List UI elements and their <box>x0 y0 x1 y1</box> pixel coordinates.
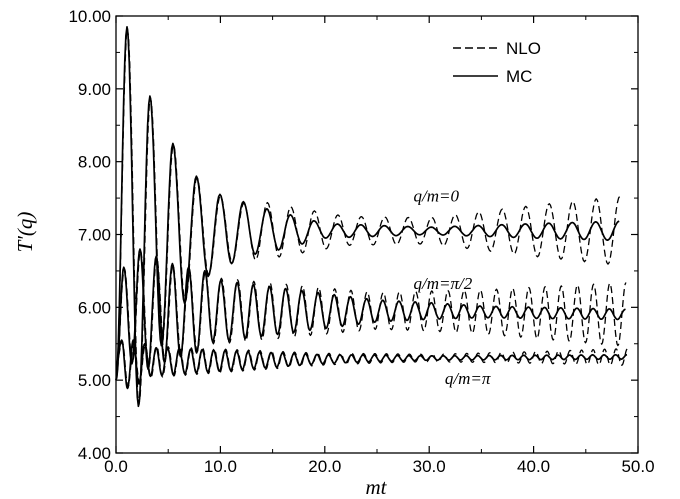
tick-layer: 0.0 10.0 20.0 30.0 40.0 50.0 4.00 5.00 6.00 7.00 8… <box>68 7 654 476</box>
x-tick-label: 20.0 <box>308 457 341 476</box>
x-tick-label: 10.0 <box>204 457 237 476</box>
mc-solid-curve-0 <box>115 26 620 408</box>
x-tick-label: 40.0 <box>517 457 550 476</box>
legend-nlo-label: NLO <box>506 39 541 58</box>
x-tick-label: 0.0 <box>104 457 128 476</box>
legend: NLO MC <box>453 39 541 86</box>
y-tick-label: 6.00 <box>78 298 111 317</box>
y-tick-label: 7.00 <box>78 226 111 245</box>
x-axis-title: mt <box>366 475 388 499</box>
nlo-dashed-curve-2 <box>115 340 628 388</box>
y-tick-label: 8.00 <box>78 153 111 172</box>
mc-solid-curve-2 <box>115 339 628 390</box>
y-tick-label: 4.00 <box>78 444 111 463</box>
y-tick-label: 9.00 <box>78 80 111 99</box>
curve-annotation: q/m=π/2 <box>414 274 473 293</box>
curve-annotation: q/m=0 <box>414 187 460 206</box>
annotation-layer: q/m=0 q/m=π/2 q/m=π <box>414 187 491 388</box>
legend-mc-label: MC <box>506 67 532 86</box>
curve-annotation: q/m=π <box>445 369 491 388</box>
x-tick-label: 30.0 <box>413 457 446 476</box>
y-tick-label: 5.00 <box>78 371 111 390</box>
plot-frame <box>115 15 639 454</box>
y-axis-title: T′(q) <box>13 212 37 253</box>
x-tick-label: 50.0 <box>621 457 654 476</box>
y-tick-label: 10.00 <box>68 7 111 26</box>
mc-solid-curve-1 <box>115 248 626 381</box>
curve-layer <box>115 26 628 408</box>
